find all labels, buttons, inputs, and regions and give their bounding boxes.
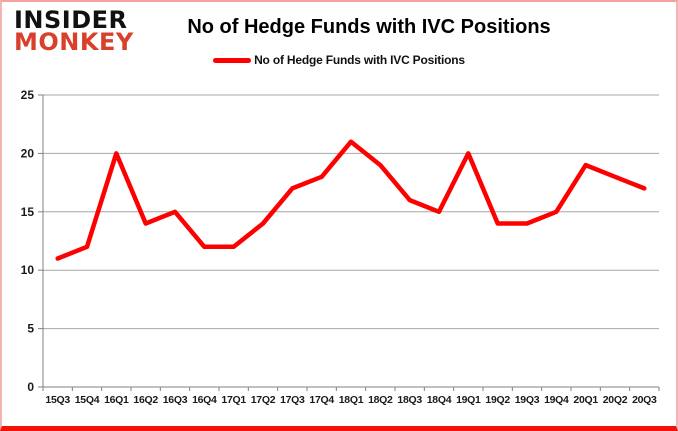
x-tick-label: 15Q3 [45, 394, 70, 406]
chart-title: No of Hedge Funds with IVC Positions [187, 16, 551, 38]
logo-text-insider: INSIDER [14, 6, 128, 34]
x-tick-label: 18Q2 [368, 394, 393, 406]
x-tick-label: 16Q4 [192, 394, 217, 406]
legend-label: No of Hedge Funds with IVC Positions [254, 53, 465, 67]
x-tick-label: 16Q3 [163, 394, 188, 406]
y-tick-label: 0 [27, 380, 34, 394]
y-tick-label: 20 [21, 146, 35, 160]
logo-text-monkey: MONKEY [14, 28, 134, 57]
x-tick-label: 16Q1 [104, 394, 129, 406]
insider-monkey-logo: INSIDER MONKEY [14, 6, 134, 57]
series-line [55, 139, 647, 261]
x-tick-label: 17Q2 [251, 394, 276, 406]
x-tick-label: 17Q3 [280, 394, 305, 406]
x-tick-label: 19Q1 [456, 394, 481, 406]
x-tick-label: 20Q1 [573, 394, 598, 406]
x-tick-label: 18Q3 [397, 394, 422, 406]
x-tick-label: 19Q3 [515, 394, 540, 406]
legend-line-swatch [213, 57, 252, 63]
x-tick-label: 18Q1 [339, 394, 364, 406]
y-tick-label: 5 [27, 322, 34, 336]
x-tick-label: 20Q3 [632, 394, 657, 406]
y-tick-label: 10 [21, 263, 35, 277]
x-tick-label: 19Q2 [485, 394, 510, 406]
x-tick-label: 17Q1 [221, 394, 246, 406]
x-tick-label: 18Q4 [427, 394, 452, 406]
x-tick-label: 20Q2 [603, 394, 628, 406]
y-tick-label: 25 [21, 88, 35, 102]
y-tick-label: 15 [21, 205, 35, 219]
legend: No of Hedge Funds with IVC Positions [2, 53, 676, 67]
x-tick-label: 17Q4 [309, 394, 334, 406]
x-tick-label: 19Q4 [544, 394, 569, 406]
x-tick-label: 16Q2 [133, 394, 158, 406]
x-tick-label: 15Q4 [75, 394, 100, 406]
